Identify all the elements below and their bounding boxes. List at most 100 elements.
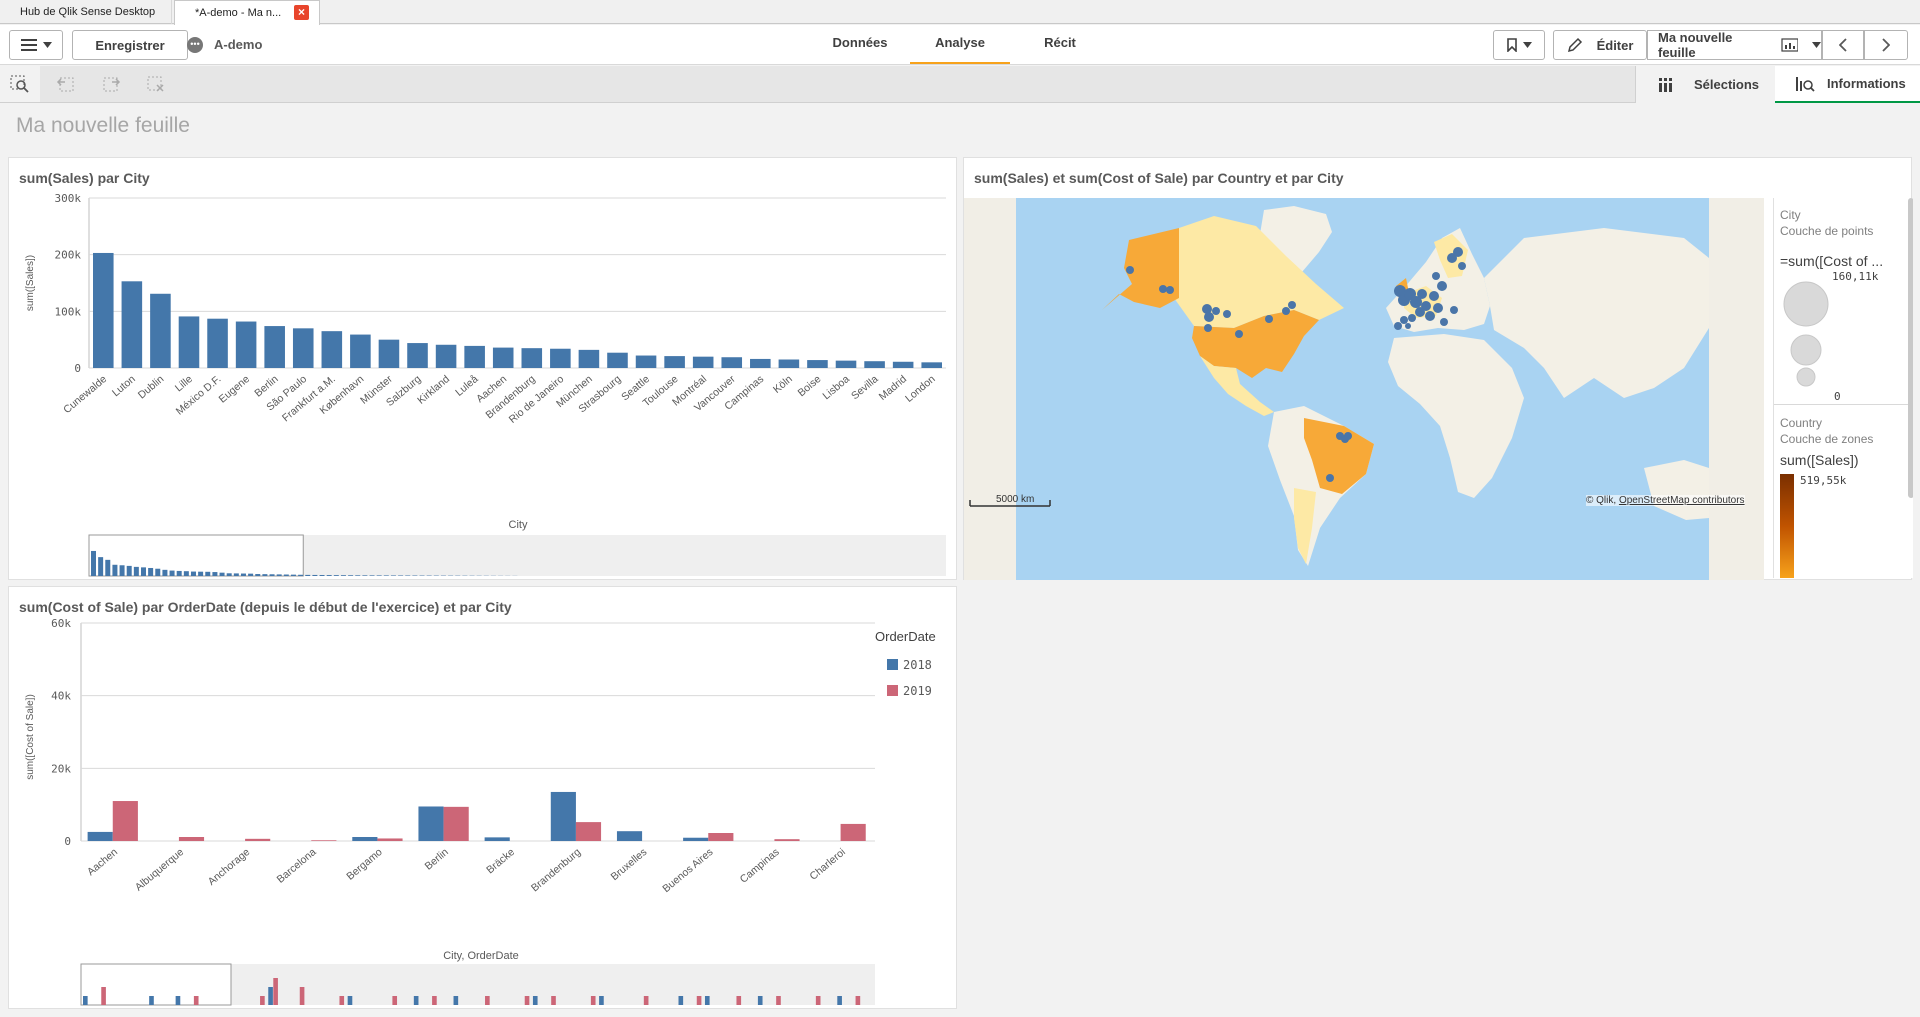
- map-attribution: © Qlik, OpenStreetMap contributors: [1586, 495, 1745, 506]
- bar: [350, 334, 371, 368]
- minimap-bar: [212, 572, 218, 576]
- minimap-bar: [133, 566, 139, 576]
- legend-color-scale: [1780, 474, 1794, 578]
- tab-analyse[interactable]: Analyse: [910, 25, 1010, 64]
- app-name[interactable]: A-demo: [214, 37, 263, 52]
- minimap-bar: [140, 567, 146, 576]
- x-tick-label: Lille: [173, 373, 195, 394]
- bar: [464, 345, 485, 368]
- save-button[interactable]: Enregistrer: [72, 30, 188, 60]
- bar-2019: [575, 822, 602, 841]
- tab-qlik-hub[interactable]: Hub de Qlik Sense Desktop: [0, 0, 172, 24]
- main-toolbar: Enregistrer ••• A-demo Données Analyse R…: [0, 25, 1920, 65]
- minimap-bar: [348, 575, 354, 576]
- minimap-bar: [276, 574, 282, 576]
- previous-sheet-button[interactable]: [1822, 30, 1864, 60]
- bookmark-button[interactable]: [1493, 30, 1545, 60]
- city-points[interactable]: [1126, 247, 1466, 482]
- selection-search-icon: [10, 75, 29, 93]
- minimap-bar: [262, 574, 268, 576]
- minimap-bar: [255, 574, 261, 576]
- smart-search-button[interactable]: [0, 66, 40, 102]
- sales-map-chart[interactable]: sum(Sales) et sum(Cost of Sale) par Coun…: [963, 157, 1913, 580]
- minimap-bar: [392, 996, 398, 1005]
- tab-label: Hub de Qlik Sense Desktop: [20, 6, 156, 18]
- x-tick-label: Brandenburg: [529, 846, 583, 894]
- edit-button[interactable]: Éditer: [1553, 30, 1647, 60]
- bookmark-icon: [1506, 38, 1517, 52]
- osm-link[interactable]: OpenStreetMap contributors: [1618, 495, 1745, 506]
- x-tick-label: Köln: [771, 373, 795, 396]
- legend-separator: [1774, 404, 1913, 405]
- minimap-bar: [736, 996, 742, 1005]
- minimap-bar: [101, 987, 106, 1005]
- minimap-bar: [355, 575, 361, 576]
- legend-title: OrderDate: [875, 629, 936, 644]
- bar: [635, 355, 657, 368]
- minimap-bar: [260, 996, 265, 1005]
- minimap-bar: [248, 573, 254, 576]
- legend-scrollbar[interactable]: [1908, 198, 1913, 498]
- bar-2018: [352, 837, 378, 841]
- insights-icon: [1796, 76, 1815, 92]
- x-axis-label: City, OrderDate: [443, 950, 519, 962]
- tab-recit[interactable]: Récit: [1044, 35, 1076, 50]
- bar-2019: [245, 838, 271, 841]
- minimap-bar: [485, 996, 490, 1005]
- tab-donnees[interactable]: Données: [832, 35, 888, 50]
- close-icon[interactable]: ×: [294, 5, 309, 20]
- minimap-bar: [340, 575, 346, 576]
- x-tick-label: Cunewalde: [61, 373, 109, 416]
- bar: [864, 361, 885, 368]
- minimap-bar: [183, 571, 189, 576]
- y-tick-label: 40k: [51, 690, 71, 703]
- clear-all-button[interactable]: [136, 66, 176, 102]
- bar: [892, 361, 914, 368]
- bar: [178, 316, 200, 368]
- step-back-button[interactable]: [46, 66, 86, 102]
- browser-tab-strip: Hub de Qlik Sense Desktop *A-demo - Ma n…: [0, 0, 1920, 25]
- legend-country-title: Country: [1780, 416, 1823, 430]
- chevron-right-icon: [1882, 38, 1890, 52]
- minimap-bar: [126, 565, 132, 576]
- minimap-bar: [298, 574, 304, 576]
- minimap-bar: [390, 575, 396, 576]
- attribution-prefix: © Qlik,: [1586, 495, 1617, 506]
- country-argentina: [1294, 488, 1316, 564]
- bar-2019: [708, 833, 734, 841]
- legend-label: 2019: [903, 684, 932, 698]
- sheet-selector-label: Ma nouvelle feuille: [1658, 30, 1733, 60]
- x-tick-label: Barcelona: [275, 846, 319, 886]
- sheet-selector[interactable]: Ma nouvelle feuille: [1647, 30, 1822, 60]
- x-tick-label: Luton: [110, 373, 138, 399]
- y-tick-label: 0: [74, 362, 81, 375]
- minimap-bar: [169, 570, 175, 576]
- map-svg[interactable]: [964, 198, 1764, 580]
- minimap-bar: [704, 996, 710, 1005]
- sales-by-city-chart[interactable]: sum(Sales) par City 0 100k 200k 300k sum([Sa…: [8, 157, 957, 580]
- bar: [492, 347, 514, 368]
- tab-a-demo[interactable]: *A-demo - Ma n... ×: [174, 0, 320, 25]
- minimap-bar: [162, 569, 168, 576]
- next-sheet-button[interactable]: [1864, 30, 1908, 60]
- bar-2019: [443, 806, 469, 841]
- global-menu-button[interactable]: [9, 30, 63, 60]
- bar: [550, 348, 571, 368]
- y-axis-label: sum([Cost of Sale]): [25, 694, 36, 780]
- minimap-bar: [112, 564, 118, 576]
- minimap-bar: [837, 996, 842, 1005]
- legend-city-max: 160,11k: [1832, 270, 1879, 283]
- country-brazil: [1304, 418, 1374, 494]
- minimap-bar: [696, 996, 702, 1005]
- map-scale-label: 5000 km: [996, 494, 1035, 505]
- informations-panel-button[interactable]: Informations: [1775, 66, 1920, 103]
- step-forward-button[interactable]: [91, 66, 131, 102]
- minimap-bar: [269, 574, 275, 576]
- selections-panel-button[interactable]: Sélections: [1635, 66, 1775, 103]
- country-canada: [1174, 216, 1344, 328]
- y-axis-label: sum([Sales]): [25, 255, 36, 311]
- minimap-window: [80, 963, 232, 1006]
- country-usa: [1192, 310, 1319, 378]
- minimap-bar: [283, 574, 289, 576]
- cost-of-sale-chart[interactable]: sum(Cost of Sale) par OrderDate (depuis …: [8, 586, 957, 1009]
